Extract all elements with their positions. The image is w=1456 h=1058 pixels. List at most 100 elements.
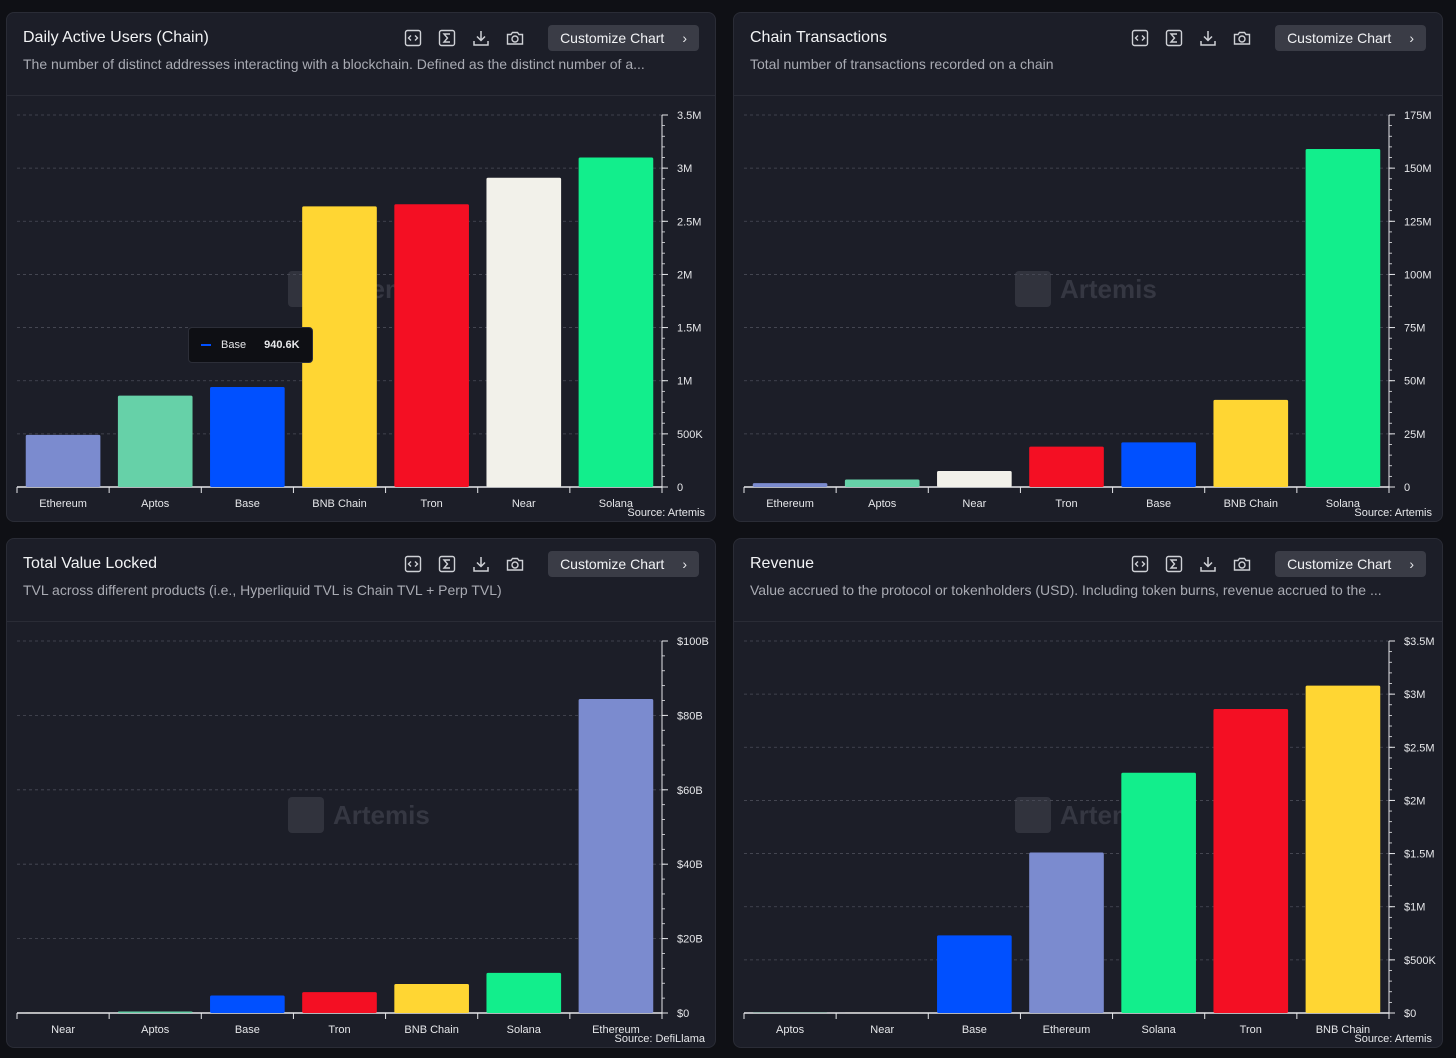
x-tick-label: Near xyxy=(962,498,986,510)
download-icon[interactable] xyxy=(1195,25,1221,51)
x-tick-label: Solana xyxy=(507,1024,542,1036)
sigma-icon[interactable] xyxy=(434,551,460,577)
artemis-watermark: Artemis xyxy=(288,797,430,833)
x-tick-label: Ethereum xyxy=(592,1024,640,1036)
embed-icon[interactable] xyxy=(1127,25,1153,51)
panel-title: Total Value Locked xyxy=(23,555,158,572)
y-tick-label: 75M xyxy=(1404,323,1425,335)
bar-near xyxy=(844,1012,920,1013)
bar-chart: Artemis 0 25M 50M 75M 100M 125M 150M 175M Ethereu… xyxy=(743,110,1432,510)
bar-bnb-chain xyxy=(394,983,469,1013)
x-tick-label: Solana xyxy=(1142,1024,1177,1036)
bar-near xyxy=(486,177,562,488)
bar-base xyxy=(210,387,285,487)
panel-header: Chain Transactions Total number of trans… xyxy=(734,13,1442,96)
y-tick-label: 0 xyxy=(677,482,683,494)
bar-chart: Artemis $0 $20B $40B $60B $80B $100B Near Aptos B… xyxy=(16,636,709,1036)
x-tick-label: Near xyxy=(51,1024,75,1036)
panel-header: Total Value Locked TVL across different … xyxy=(7,539,715,622)
sigma-icon[interactable] xyxy=(1161,25,1187,51)
source-label: Source: Artemis xyxy=(1354,1033,1432,1045)
tooltip-series: Base xyxy=(221,339,247,351)
y-tick-label: $0 xyxy=(677,1008,689,1020)
x-tick-label: Ethereum xyxy=(766,498,814,510)
customize-chart-label: Customize Chart xyxy=(1287,30,1392,46)
y-tick-label: 25M xyxy=(1404,429,1425,441)
bar-aptos xyxy=(117,395,193,487)
bar-base xyxy=(937,935,1012,1013)
chart-toolbar: Customize Chart › xyxy=(1127,551,1426,577)
bar-ethereum xyxy=(25,434,101,487)
y-tick-label: 3M xyxy=(677,163,692,175)
panel-title: Revenue xyxy=(750,555,815,572)
chevron-right-icon: › xyxy=(1409,30,1414,46)
bar-tron xyxy=(1029,446,1104,487)
camera-icon[interactable] xyxy=(1229,551,1255,577)
x-tick-label: Tron xyxy=(421,498,443,510)
x-tick-label: Tron xyxy=(1240,1024,1262,1036)
customize-chart-button[interactable]: Customize Chart › xyxy=(548,25,699,51)
camera-icon[interactable] xyxy=(1229,25,1255,51)
x-tick-label: Ethereum xyxy=(39,498,87,510)
x-tick-label: Solana xyxy=(1326,498,1361,510)
panel-header: Daily Active Users (Chain) The number of… xyxy=(7,13,715,96)
bar-tron xyxy=(1213,709,1289,1013)
y-tick-label: $80B xyxy=(677,710,703,722)
sigma-icon[interactable] xyxy=(434,25,460,51)
bar-ethereum xyxy=(1029,852,1104,1013)
download-icon[interactable] xyxy=(468,25,494,51)
embed-icon[interactable] xyxy=(400,25,426,51)
panel-description: TVL across different products (i.e., Hyp… xyxy=(23,582,502,598)
chevron-right-icon: › xyxy=(682,30,687,46)
panel-title: Chain Transactions xyxy=(750,29,887,46)
artemis-watermark: Artemis xyxy=(1015,271,1157,307)
customize-chart-label: Customize Chart xyxy=(560,30,665,46)
customize-chart-button[interactable]: Customize Chart › xyxy=(548,551,699,577)
y-tick-label: $20B xyxy=(677,934,703,946)
x-tick-label: Ethereum xyxy=(1043,1024,1091,1036)
bar-tron xyxy=(394,204,469,487)
bar-ethereum xyxy=(578,699,654,1013)
artemis-logo-icon xyxy=(1015,271,1051,307)
panel-chain-transactions: Chain Transactions Total number of trans… xyxy=(733,12,1443,522)
x-tick-label: Aptos xyxy=(776,1024,805,1036)
bar-solana xyxy=(578,157,654,487)
panel-description: The number of distinct addresses interac… xyxy=(23,56,645,72)
x-tick-label: Aptos xyxy=(868,498,897,510)
customize-chart-label: Customize Chart xyxy=(1287,556,1392,572)
embed-icon[interactable] xyxy=(400,551,426,577)
y-tick-label: 2.5M xyxy=(677,216,701,228)
bar-aptos xyxy=(117,1011,193,1013)
x-tick-label: Near xyxy=(870,1024,894,1036)
panel-title: Daily Active Users (Chain) xyxy=(23,29,209,46)
y-tick-label: 100M xyxy=(1404,269,1432,281)
customize-chart-button[interactable]: Customize Chart › xyxy=(1275,25,1426,51)
bar-ethereum xyxy=(752,483,828,487)
sigma-icon[interactable] xyxy=(1161,551,1187,577)
y-tick-label: 125M xyxy=(1404,216,1432,228)
camera-icon[interactable] xyxy=(502,25,528,51)
y-tick-label: 500K xyxy=(677,429,703,441)
watermark-text: Artemis xyxy=(1060,274,1157,304)
x-tick-label: Aptos xyxy=(141,1024,170,1036)
chevron-right-icon: › xyxy=(682,556,687,572)
download-icon[interactable] xyxy=(1195,551,1221,577)
x-tick-label: BNB Chain xyxy=(312,498,366,510)
x-tick-label: Near xyxy=(512,498,536,510)
artemis-logo-icon xyxy=(1015,797,1051,833)
x-tick-label: BNB Chain xyxy=(1224,498,1278,510)
chevron-right-icon: › xyxy=(1409,556,1414,572)
camera-icon[interactable] xyxy=(502,551,528,577)
bar-bnb-chain xyxy=(1305,685,1381,1013)
customize-chart-button[interactable]: Customize Chart › xyxy=(1275,551,1426,577)
source-label: Source: DefiLlama xyxy=(614,1033,706,1045)
y-tick-label: 150M xyxy=(1404,163,1432,175)
bar-tron xyxy=(302,992,377,1013)
bar-aptos xyxy=(844,479,920,487)
x-tick-label: Base xyxy=(235,498,260,510)
bar-chart: Artemis$0$500K$1M$1.5M$2M$2.5M$3M$3.5MAp… xyxy=(743,636,1436,1036)
download-icon[interactable] xyxy=(468,551,494,577)
tooltip-value: 940.6K xyxy=(264,339,300,351)
embed-icon[interactable] xyxy=(1127,551,1153,577)
